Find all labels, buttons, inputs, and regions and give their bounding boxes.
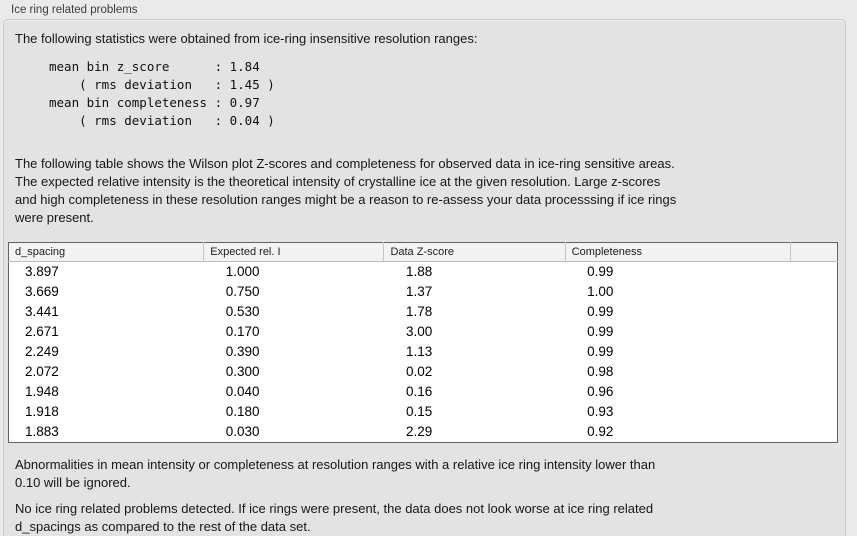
cell-spacer [790, 302, 837, 322]
cell-data-z-score: 0.16 [405, 384, 433, 399]
cell-completeness: 0.99 [587, 264, 614, 279]
cell-data-z-score: 1.78 [405, 304, 433, 319]
table-row[interactable]: 3.441 0.530 1.78 0.99 [9, 302, 838, 322]
cell-data-z-score: 2.29 [405, 424, 433, 439]
cell-expected-rel-i: 0.750 [225, 284, 260, 299]
cell-data-z-score: 0.15 [405, 404, 433, 419]
table-row[interactable]: 3.669 0.750 1.37 1.00 [9, 282, 838, 302]
cell-completeness: 0.99 [587, 324, 614, 339]
table-header-row: d_spacing Expected rel. I Data Z-score C… [8, 242, 838, 262]
cell-d-spacing: 1.948 [25, 384, 59, 399]
panel-title: Ice ring related problems [11, 4, 138, 16]
conclusion-line: d_spacings as compared to the rest of th… [15, 519, 311, 534]
cell-d-spacing: 3.441 [25, 304, 59, 319]
panel-content: The following statistics were obtained f… [3, 19, 846, 536]
cell-d-spacing: 2.249 [25, 344, 59, 359]
cell-d-spacing: 2.072 [25, 364, 59, 379]
column-header-spacer [789, 242, 838, 262]
intro-text: The following statistics were obtained f… [15, 31, 478, 46]
cell-d-spacing: 3.669 [25, 284, 59, 299]
cell-completeness: 1.00 [587, 284, 614, 299]
cell-d-spacing: 1.918 [25, 404, 59, 419]
description-line: The expected relative intensity is the t… [15, 174, 661, 189]
cell-completeness: 0.96 [587, 384, 614, 399]
table-row[interactable]: 1.948 0.040 0.16 0.96 [9, 382, 838, 402]
cell-expected-rel-i: 0.390 [225, 344, 260, 359]
cell-spacer [790, 262, 837, 283]
table-row[interactable]: 2.671 0.170 3.00 0.99 [9, 322, 838, 342]
cell-d-spacing: 3.897 [25, 264, 59, 279]
description-line: The following table shows the Wilson plo… [15, 156, 675, 171]
cell-completeness: 0.92 [587, 424, 614, 439]
cell-spacer [790, 382, 837, 402]
column-header-data-z-score[interactable]: Data Z-score [383, 242, 566, 262]
cell-completeness: 0.93 [587, 404, 614, 419]
cell-data-z-score: 3.00 [405, 324, 433, 339]
cell-completeness: 0.99 [587, 344, 614, 359]
cell-spacer [790, 322, 837, 342]
column-header-completeness[interactable]: Completeness [564, 242, 791, 262]
description-line: were present. [15, 210, 94, 225]
cell-expected-rel-i: 0.180 [225, 404, 260, 419]
cell-completeness: 0.99 [587, 304, 614, 319]
cell-spacer [790, 282, 837, 302]
cell-d-spacing: 1.883 [25, 424, 59, 439]
note-line: 0.10 will be ignored. [15, 475, 131, 490]
cell-expected-rel-i: 1.000 [225, 264, 260, 279]
table-description: The following table shows the Wilson plo… [15, 155, 845, 227]
cell-spacer [790, 422, 837, 443]
conclusion-text: No ice ring related problems detected. I… [15, 500, 845, 536]
cell-spacer [790, 342, 837, 362]
cell-expected-rel-i: 0.530 [225, 304, 260, 319]
note-line: Abnormalities in mean intensity or compl… [15, 457, 656, 472]
summary-stats: mean bin z_score : 1.84 ( rms deviation … [49, 59, 275, 128]
description-line: and high completeness in these resolutio… [15, 192, 677, 207]
table-row[interactable]: 2.072 0.300 0.02 0.98 [9, 362, 838, 382]
table-row[interactable]: 3.897 1.000 1.88 0.99 [9, 262, 838, 283]
cell-completeness: 0.98 [587, 364, 614, 379]
cell-expected-rel-i: 0.170 [225, 324, 260, 339]
cell-spacer [790, 362, 837, 382]
cell-d-spacing: 2.671 [25, 324, 59, 339]
table-row[interactable]: 1.918 0.180 0.15 0.93 [9, 402, 838, 422]
table-row[interactable]: 2.249 0.390 1.13 0.99 [9, 342, 838, 362]
column-header-expected-rel-i[interactable]: Expected rel. I [203, 242, 384, 262]
conclusion-line: No ice ring related problems detected. I… [15, 501, 654, 516]
cell-expected-rel-i: 0.300 [225, 364, 260, 379]
cell-data-z-score: 1.37 [405, 284, 433, 299]
table-row[interactable]: 1.883 0.030 2.29 0.92 [9, 422, 838, 443]
ignore-threshold-note: Abnormalities in mean intensity or compl… [15, 456, 845, 492]
cell-expected-rel-i: 0.040 [225, 384, 260, 399]
column-header-d-spacing[interactable]: d_spacing [8, 242, 204, 262]
cell-data-z-score: 1.13 [405, 344, 433, 359]
ice-ring-table: d_spacing Expected rel. I Data Z-score C… [8, 242, 838, 443]
cell-data-z-score: 0.02 [405, 364, 433, 379]
cell-data-z-score: 1.88 [405, 264, 433, 279]
cell-expected-rel-i: 0.030 [225, 424, 260, 439]
cell-spacer [790, 402, 837, 422]
